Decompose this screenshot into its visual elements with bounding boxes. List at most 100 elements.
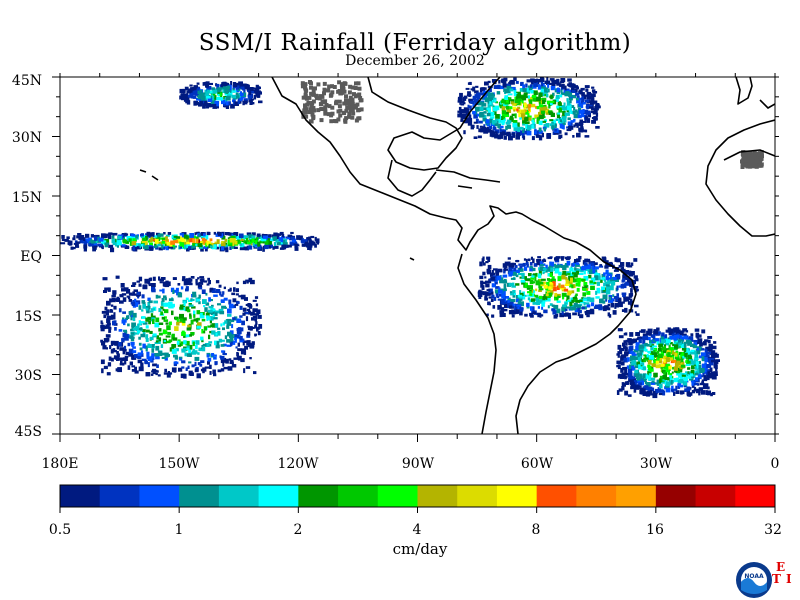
rain-cell — [221, 99, 226, 105]
rain-cell — [487, 92, 491, 97]
rain-cell — [590, 285, 595, 290]
rain-cell — [497, 270, 503, 273]
rain-cell — [200, 232, 204, 236]
rain-cell — [113, 312, 116, 317]
rain-cell — [189, 239, 194, 243]
rain-cell — [237, 97, 240, 101]
rain-cell — [234, 303, 239, 306]
rain-cell — [630, 262, 634, 266]
rain-cell — [609, 261, 613, 267]
rain-cell — [612, 277, 617, 281]
rain-cell — [163, 372, 168, 375]
rain-cell — [547, 266, 551, 272]
rain-cell — [296, 235, 301, 240]
rain-cell — [501, 293, 505, 299]
rain-cell — [255, 321, 258, 325]
rain-cell — [112, 290, 117, 295]
rain-cell — [199, 314, 205, 319]
rain-cell — [620, 283, 625, 289]
rain-cell — [706, 351, 711, 355]
rain-cell — [708, 373, 712, 379]
rain-cell — [495, 131, 498, 137]
rain-cell — [545, 264, 548, 270]
rain-cell — [653, 329, 658, 332]
rain-cell — [272, 236, 277, 241]
rain-cell — [693, 357, 697, 361]
rain-cell — [111, 342, 114, 346]
rain-cell — [549, 256, 553, 259]
rain-cell — [218, 244, 223, 249]
rain-cell — [137, 352, 142, 357]
rain-cell — [510, 79, 515, 85]
rain-cell — [505, 125, 508, 131]
rain-cell — [525, 121, 530, 125]
rain-cell — [507, 99, 511, 105]
rain-cell — [560, 78, 566, 83]
rain-cell — [118, 308, 122, 313]
rain-cell — [591, 117, 595, 120]
rain-cell — [691, 381, 696, 386]
rain-cell — [623, 382, 626, 387]
rain-cell — [607, 277, 612, 280]
rain-cell — [192, 95, 197, 99]
rain-cell — [209, 316, 214, 321]
rain-cell — [657, 358, 661, 362]
rain-cell — [537, 313, 541, 318]
rain-cell — [549, 303, 553, 306]
rain-cell — [536, 119, 540, 124]
rain-cell — [543, 309, 548, 314]
rain-cell — [704, 365, 708, 371]
rain-cell — [561, 265, 566, 268]
coastline-south-america-west — [457, 253, 497, 434]
rain-cell — [630, 351, 634, 354]
rain-cell — [676, 371, 680, 376]
rain-cell — [571, 306, 577, 311]
rain-cell — [234, 240, 238, 245]
land-mask-cell — [317, 96, 322, 101]
rain-cell — [553, 132, 559, 135]
rain-cell — [123, 345, 127, 350]
rain-cell — [707, 392, 712, 396]
rain-cell — [127, 342, 130, 347]
rain-cell — [518, 263, 524, 266]
rain-cell — [619, 348, 622, 352]
rain-cell — [629, 374, 633, 380]
rain-cell — [551, 125, 555, 130]
rain-cell — [191, 350, 197, 355]
rain-cell — [624, 351, 629, 355]
lat-label-15n: 15N — [11, 190, 42, 206]
colorbar-swatch — [616, 485, 657, 507]
rain-cell — [686, 373, 690, 377]
rain-cell — [571, 299, 575, 303]
rain-cell — [585, 116, 589, 121]
rain-cell — [620, 267, 623, 271]
rain-cell — [151, 344, 154, 348]
rain-cell — [595, 109, 598, 113]
rain-cell — [138, 342, 142, 346]
rain-cell — [247, 89, 250, 92]
colorbar-swatch — [417, 485, 458, 507]
land-mask-cell — [342, 89, 347, 94]
rain-cell — [642, 333, 648, 338]
land-mask-cell — [318, 94, 323, 99]
rain-cell — [161, 297, 165, 302]
rain-cell — [498, 290, 503, 294]
rain-cell — [529, 266, 534, 272]
land-mask-cell — [330, 105, 335, 110]
rain-cell — [566, 105, 572, 111]
rain-cell — [304, 240, 308, 244]
rain-cell — [242, 307, 247, 312]
rain-cell — [179, 232, 183, 236]
rain-cell — [122, 297, 127, 302]
rain-cell — [603, 272, 606, 276]
rain-cell — [269, 238, 273, 242]
rain-cell — [144, 361, 148, 365]
rain-cell — [572, 110, 576, 115]
rain-cell — [704, 357, 707, 362]
rain-cell — [552, 281, 556, 284]
rain-cell — [652, 390, 656, 395]
land-mask-cell — [743, 158, 748, 163]
rain-cell — [653, 330, 659, 335]
rain-cell — [193, 101, 197, 106]
rain-cell — [530, 90, 535, 94]
